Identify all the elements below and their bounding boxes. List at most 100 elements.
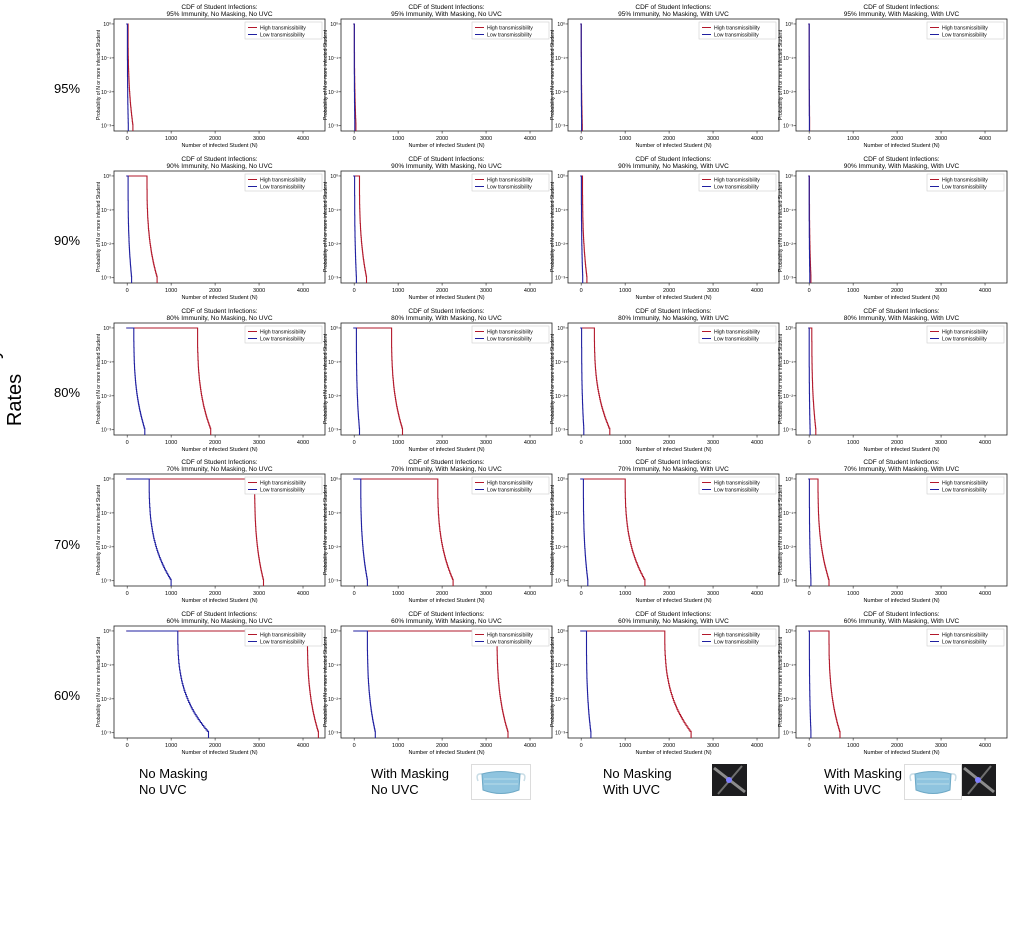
legend-low-label: Low transmissibility [260, 640, 305, 646]
y-tick-label: 10⁻¹ [101, 511, 111, 517]
y-axis-label: Probability of N or more infected Studen… [323, 181, 329, 272]
legend-high-label: High transmissibility [942, 26, 988, 32]
y-axis-label: Probability of N or more infected Studen… [96, 484, 102, 575]
x-axis-label: Number of infected Student (N) [181, 295, 257, 301]
y-tick-label: 10⁻² [783, 697, 793, 703]
y-tick-label: 10⁰ [330, 326, 338, 332]
low-transmissibility-line [353, 175, 357, 283]
y-tick-label: 10⁰ [103, 22, 111, 28]
high-transmissibility-line [808, 630, 841, 738]
panel-title-line1: CDF of Student Infections: [635, 611, 711, 618]
chart-panel: CDF of Student Infections:70% Immunity, … [96, 459, 326, 604]
legend-low-label: Low transmissibility [487, 337, 532, 343]
legend-low-label: Low transmissibility [942, 33, 987, 39]
x-tick-label: 4000 [979, 136, 991, 142]
x-tick-label: 1000 [619, 136, 631, 142]
x-tick-label: 1000 [619, 440, 631, 446]
plot-frame [795, 625, 1008, 739]
y-tick-label: 10⁰ [785, 22, 793, 28]
x-tick-label: 0 [580, 591, 583, 597]
x-tick-label: 2000 [663, 288, 675, 294]
legend-high-label: High transmissibility [714, 481, 760, 487]
y-tick-label: 10⁻² [328, 697, 338, 703]
legend-low-label: Low transmissibility [942, 640, 987, 646]
y-axis-label: Probability of N or more infected Studen… [550, 181, 556, 272]
y-tick-label: 10⁻² [328, 90, 338, 96]
y-axis-label: Probability of N or more infected Studen… [778, 181, 784, 272]
y-tick-label: 10⁻¹ [101, 56, 111, 62]
x-tick-label: 4000 [297, 136, 309, 142]
immunity-rates-label: Immunity Rates [0, 348, 26, 430]
panel-title-line2: 60% Immunity, With Masking, No UVC [391, 618, 502, 625]
high-transmissibility-line [808, 478, 830, 586]
high-transmissibility-line [126, 630, 319, 738]
x-tick-label: 4000 [979, 743, 991, 749]
y-tick-label: 10⁻² [328, 242, 338, 248]
plot-frame [795, 473, 1008, 587]
panel-title-line1: CDF of Student Infections: [863, 4, 939, 11]
panel-title-line1: CDF of Student Infections: [181, 4, 257, 11]
chart-panel: CDF of Student Infections:60% Immunity, … [778, 611, 1008, 756]
x-tick-label: 4000 [297, 591, 309, 597]
y-tick-label: 10⁻² [328, 394, 338, 400]
y-axis-label: Probability of N or more infected Studen… [96, 29, 102, 120]
y-tick-label: 10⁻³ [783, 731, 793, 737]
x-tick-label: 2000 [209, 136, 221, 142]
high-transmissibility-line [580, 327, 611, 435]
panel-title-line1: CDF of Student Infections: [408, 308, 484, 315]
legend-high-label: High transmissibility [487, 633, 533, 639]
x-tick-label: 1000 [165, 743, 177, 749]
y-tick-label: 10⁰ [103, 477, 111, 483]
y-tick-label: 10⁻¹ [783, 511, 793, 517]
panel-title-line1: CDF of Student Infections: [181, 611, 257, 618]
x-tick-label: 4000 [524, 288, 536, 294]
x-tick-label: 2000 [209, 440, 221, 446]
legend-low-label: Low transmissibility [714, 640, 759, 646]
y-tick-label: 10⁻³ [101, 579, 111, 585]
high-transmissibility-line [353, 175, 368, 283]
legend-box [471, 21, 550, 40]
x-tick-label: 1000 [165, 591, 177, 597]
x-tick-label: 3000 [935, 440, 947, 446]
x-tick-label: 0 [353, 591, 356, 597]
x-tick-label: 2000 [891, 440, 903, 446]
y-tick-label: 10⁻¹ [555, 663, 565, 669]
x-tick-label: 2000 [891, 136, 903, 142]
chart-panel: CDF of Student Infections:80% Immunity, … [778, 308, 1008, 453]
chart-panel: CDF of Student Infections:60% Immunity, … [550, 611, 780, 756]
x-tick-label: 1000 [847, 440, 859, 446]
panel-title-line1: CDF of Student Infections: [635, 4, 711, 11]
x-tick-label: 1000 [619, 591, 631, 597]
x-tick-label: 4000 [751, 288, 763, 294]
y-tick-label: 10⁰ [557, 629, 565, 635]
x-axis-label: Number of infected Student (N) [863, 143, 939, 149]
legend-high-label: High transmissibility [942, 481, 988, 487]
y-axis-label: Probability of N or more infected Studen… [96, 333, 102, 424]
row-label-95: 95% [54, 81, 81, 96]
x-tick-label: 1000 [619, 743, 631, 749]
column-label-line2: With UVC [603, 782, 661, 797]
y-tick-label: 10⁻² [783, 90, 793, 96]
plot-frame [340, 322, 553, 436]
y-tick-label: 10⁻² [101, 242, 111, 248]
legend-high-label: High transmissibility [260, 481, 306, 487]
x-tick-label: 2000 [209, 288, 221, 294]
y-tick-label: 10⁻¹ [783, 56, 793, 62]
plot-frame [340, 625, 553, 739]
high-transmissibility-line [353, 327, 404, 435]
column-label-line1: No Masking [139, 766, 208, 781]
column-label-with-masking-no-uvc: With Masking No UVC [371, 766, 449, 798]
low-transmissibility-line [126, 327, 146, 435]
x-tick-label: 0 [808, 591, 811, 597]
y-tick-label: 10⁻³ [555, 124, 565, 130]
chart-panel: CDF of Student Infections:90% Immunity, … [550, 156, 780, 301]
y-tick-label: 10⁻³ [101, 731, 111, 737]
low-transmissibility-line [580, 630, 592, 738]
x-tick-label: 4000 [524, 743, 536, 749]
y-tick-label: 10⁰ [330, 22, 338, 28]
plot-frame [340, 473, 553, 587]
low-transmissibility-line [353, 23, 356, 131]
y-tick-label: 10⁻² [555, 242, 565, 248]
y-tick-label: 10⁰ [785, 326, 793, 332]
x-tick-label: 4000 [524, 136, 536, 142]
